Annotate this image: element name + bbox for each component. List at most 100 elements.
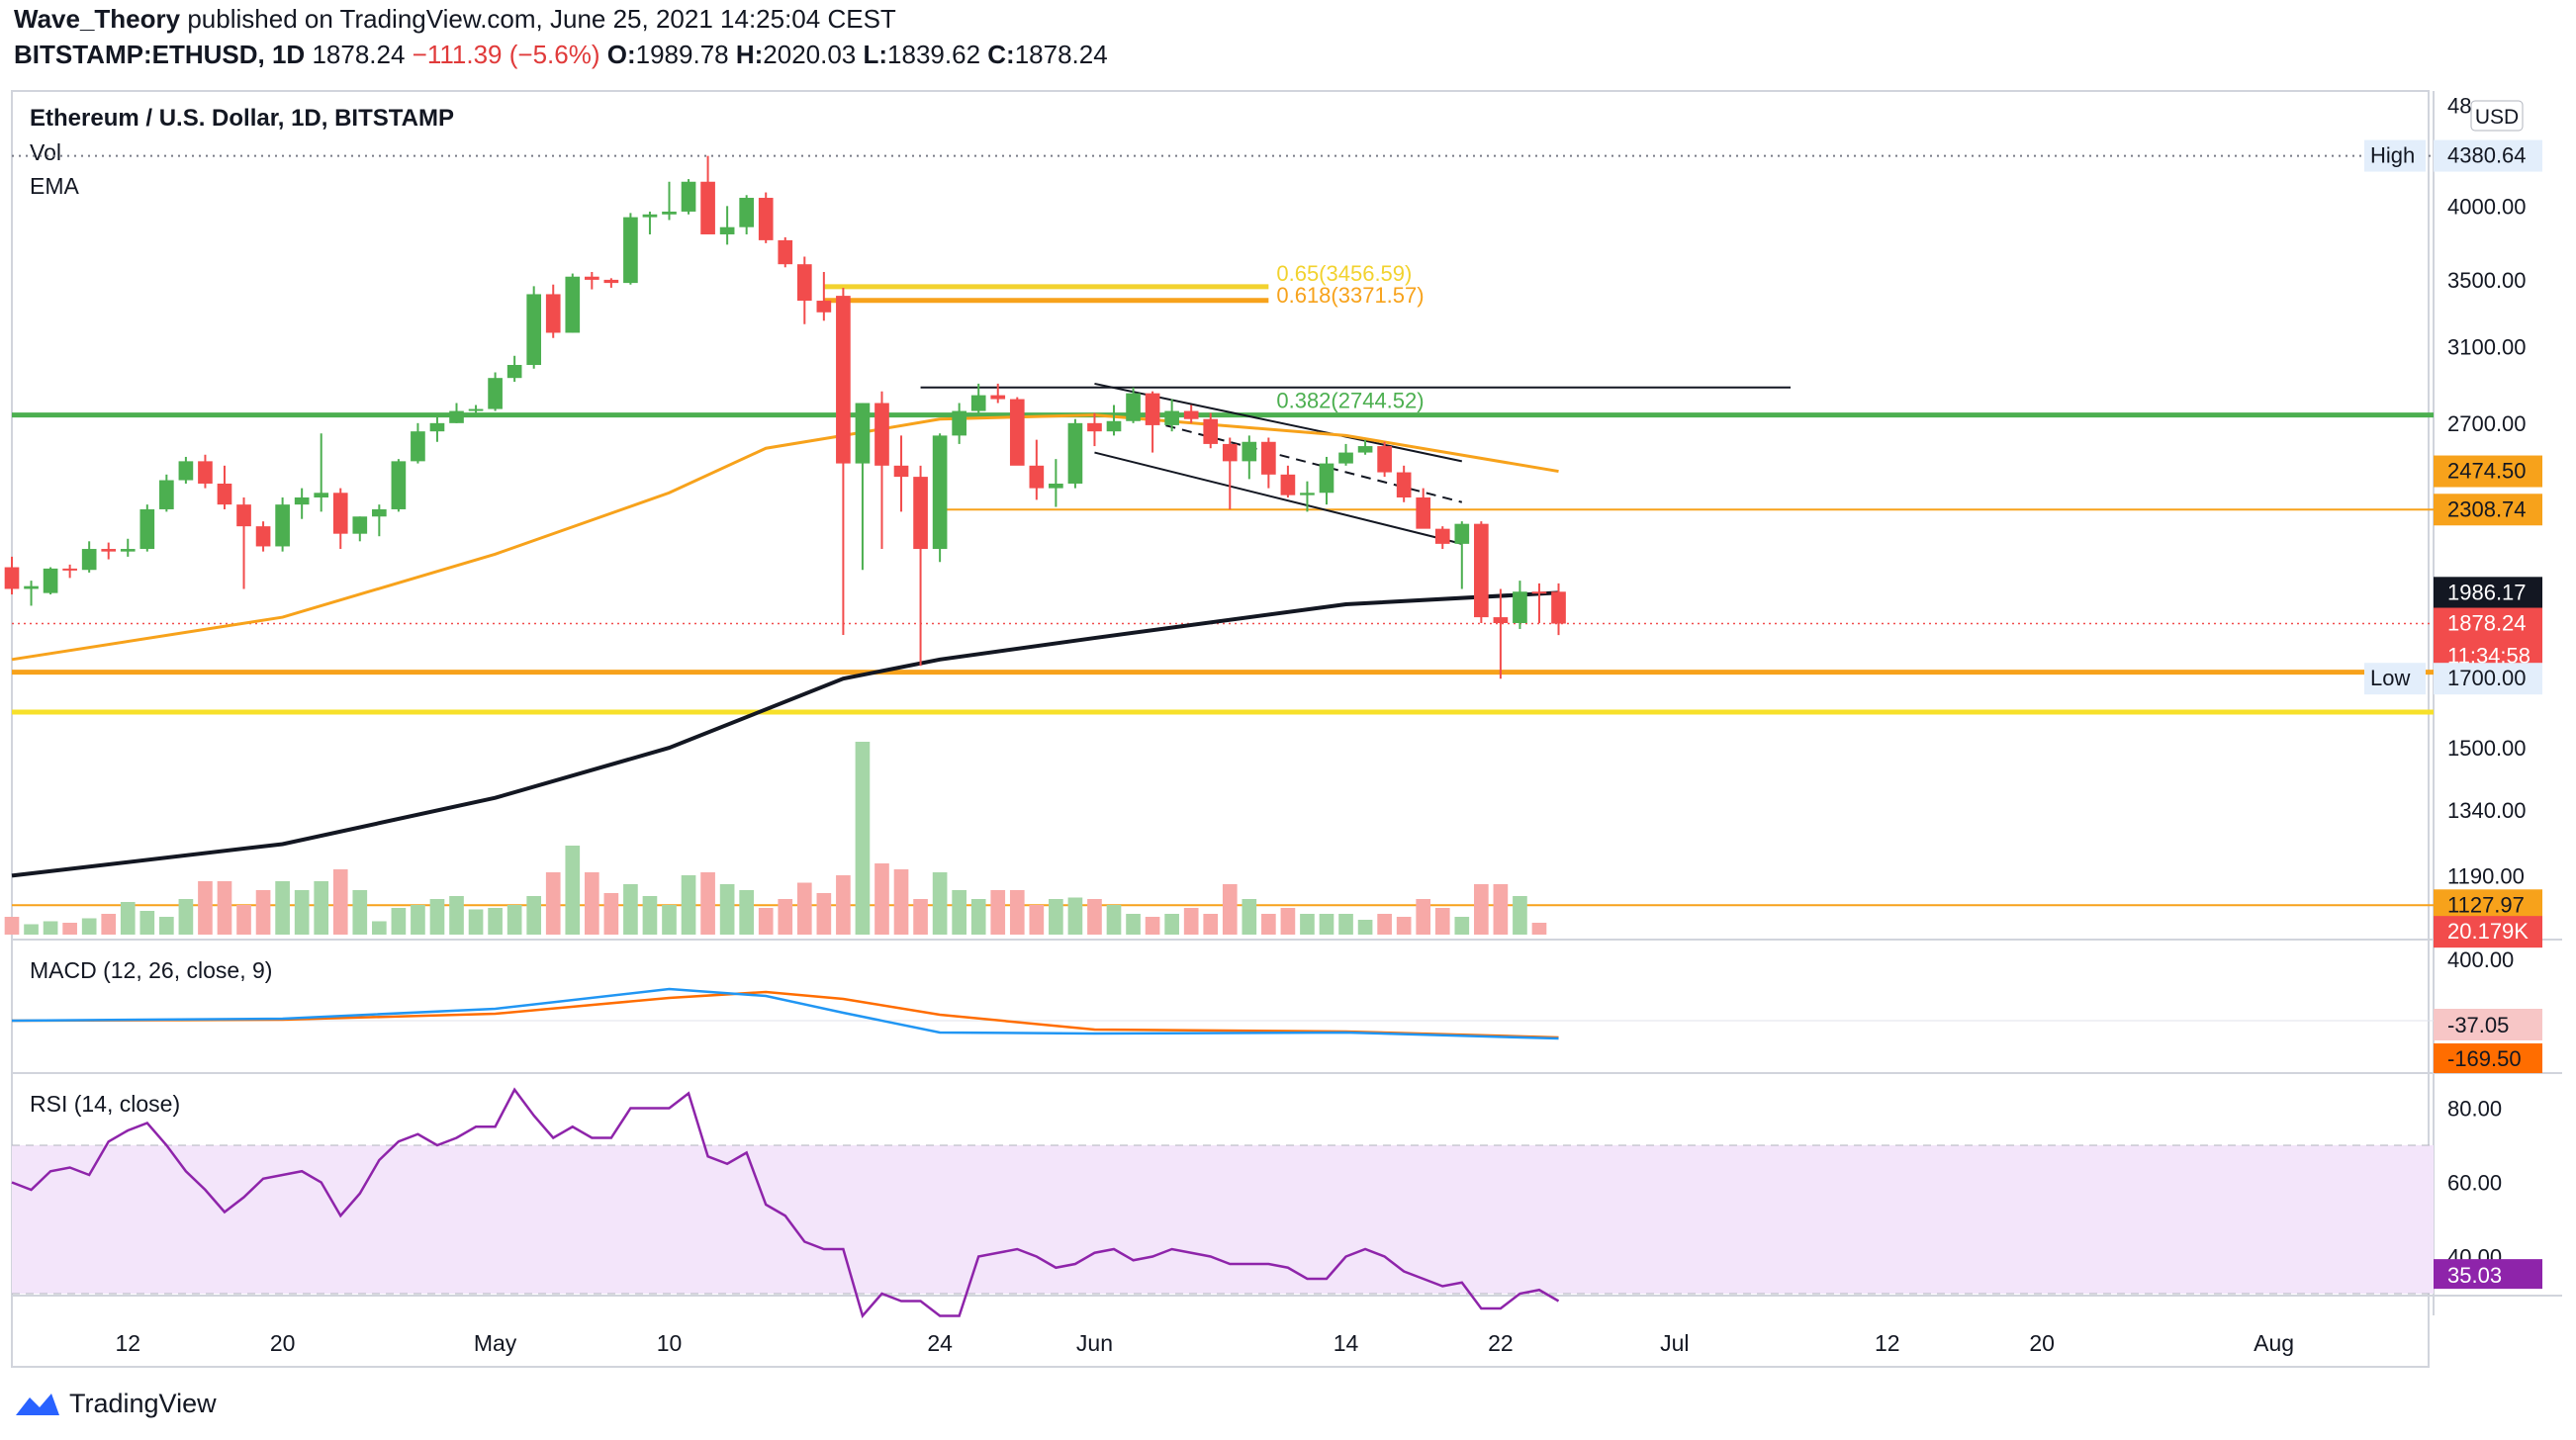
time-tick-label: 20: [270, 1330, 296, 1356]
candle-body: [468, 408, 484, 411]
volume-bar: [545, 872, 561, 935]
last-price: 1878.24: [312, 40, 406, 69]
ohlc-line: BITSTAMP:ETHUSD, 1D 1878.24 −111.39 (−5.…: [14, 40, 1108, 70]
published-text: published on TradingView.com, June 25, 2…: [187, 4, 896, 34]
candle-body: [642, 214, 658, 218]
candle-body: [120, 549, 136, 552]
badge-label-bg: [2364, 139, 2426, 172]
candle-body: [24, 585, 39, 589]
volume-bar: [178, 899, 194, 935]
candle-body: [836, 296, 851, 464]
volume-bar: [565, 846, 581, 935]
volume-bar: [468, 909, 484, 935]
ema-50-line: [11, 413, 1559, 662]
price-tick-label: 48: [2447, 94, 2471, 119]
time-tick-label: May: [474, 1330, 517, 1356]
candle-body: [198, 461, 213, 484]
candle-body: [719, 226, 735, 234]
volume-bar: [990, 890, 1006, 935]
high-label: H:: [735, 40, 764, 69]
candle-body: [758, 198, 774, 240]
volume-bar: [352, 890, 368, 935]
volume-bar: [1183, 908, 1199, 935]
volume-bar: [198, 881, 213, 935]
volume-bar: [1357, 920, 1373, 935]
candle-body: [488, 378, 503, 409]
price-tick-label: 3100.00: [2447, 335, 2527, 360]
price-tick-label: 1500.00: [2447, 736, 2527, 761]
volume-bar: [836, 875, 851, 935]
volume-bar: [584, 872, 599, 935]
volume-bar: [62, 923, 77, 935]
badge-value: 20.179K: [2447, 919, 2529, 944]
candle-body: [1029, 465, 1045, 489]
volume-bar: [4, 917, 20, 935]
candle-body: [1513, 591, 1527, 623]
candle-body: [449, 410, 464, 423]
volume-bar: [913, 899, 928, 935]
candle-body: [1145, 393, 1160, 425]
volume-bar: [1474, 884, 1489, 935]
chart-title: Ethereum / U.S. Dollar, 1D, BITSTAMP: [30, 105, 454, 132]
volume-bar: [1029, 905, 1045, 935]
candle-body: [893, 465, 909, 478]
volume-bar: [24, 924, 39, 935]
volume-bar: [101, 914, 117, 935]
volume-bar: [1222, 884, 1238, 935]
badge-value: 2308.74: [2447, 496, 2527, 521]
volume-bar: [816, 893, 832, 935]
channel-mid: [1133, 415, 1463, 503]
open-value: 1989.78: [635, 40, 729, 69]
fib-label: 0.382(2744.52): [1276, 389, 1424, 413]
volume-bar: [1377, 914, 1392, 935]
volume-bar: [700, 872, 715, 935]
volume-bar: [1531, 923, 1547, 935]
price-change: −111.39 (−5.6%): [412, 40, 600, 69]
tradingview-footer[interactable]: TradingView: [14, 1389, 217, 1419]
candle-body: [294, 497, 310, 505]
time-tick-label: 20: [2029, 1330, 2055, 1356]
volume-bar: [275, 881, 290, 935]
time-tick-label: 22: [1488, 1330, 1514, 1356]
candle-body: [816, 301, 832, 313]
volume-bar: [1338, 914, 1353, 935]
candle-body: [1009, 399, 1025, 466]
author-name[interactable]: Wave_Theory: [14, 4, 181, 34]
candle-body: [623, 217, 638, 284]
candle-body: [1416, 497, 1431, 529]
volume-bar: [1396, 917, 1412, 935]
candle-body: [1551, 591, 1566, 624]
time-tick-label: Aug: [2254, 1330, 2294, 1356]
badge-bg: [2434, 455, 2542, 488]
candle-body: [1338, 452, 1353, 464]
macd-line: [11, 987, 1559, 1040]
currency-button[interactable]: USD: [2470, 100, 2524, 132]
volume-bar: [1203, 914, 1219, 935]
volume-bar: [1067, 897, 1083, 935]
volume-bar: [893, 869, 909, 935]
badge-label: Low: [2370, 666, 2410, 690]
candle-body: [1242, 441, 1257, 462]
candle-body: [603, 279, 619, 284]
badge-bg: [2434, 916, 2542, 948]
volume-bar: [1242, 899, 1257, 935]
time-tick-label: Jul: [1660, 1330, 1689, 1356]
price-tick-label: 1340.00: [2447, 798, 2527, 823]
volume-bar: [1009, 890, 1025, 935]
candle-body: [1087, 422, 1102, 432]
candle-body: [506, 364, 522, 379]
candle-body: [1396, 472, 1412, 498]
candle-body: [236, 504, 251, 527]
volume-bar: [506, 905, 522, 935]
badge-label-bg: [2364, 663, 2426, 695]
rsi-label: RSI (14, close): [30, 1091, 180, 1117]
low-value: 1839.62: [887, 40, 981, 69]
signal-badge: -169.50: [2447, 1046, 2522, 1071]
candle-body: [391, 461, 407, 509]
volume-bar: [81, 918, 97, 935]
badge-bg: [2434, 494, 2542, 526]
volume-bar: [855, 742, 871, 935]
candle-body: [778, 239, 793, 265]
macd-signal-line: [11, 990, 1559, 1039]
